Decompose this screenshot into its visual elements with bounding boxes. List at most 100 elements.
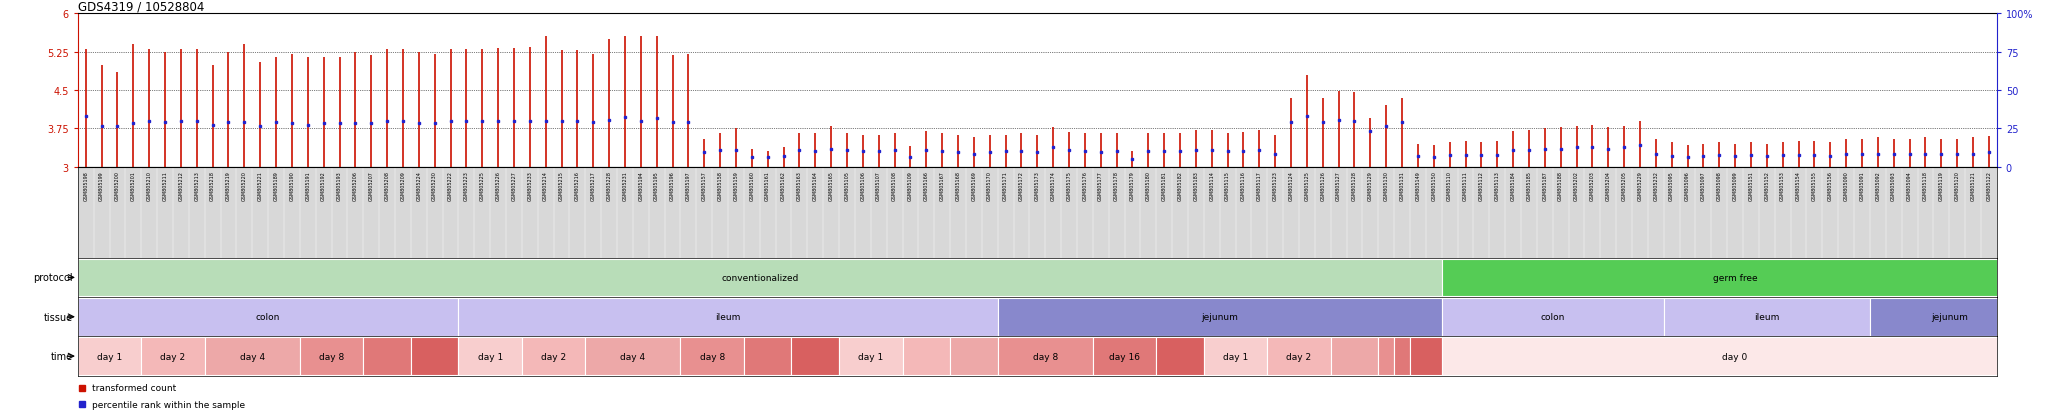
Text: day 8: day 8 — [319, 352, 344, 361]
Text: GSM805114: GSM805114 — [1208, 171, 1214, 201]
Text: GSM805168: GSM805168 — [956, 171, 961, 201]
Text: GSM805230: GSM805230 — [432, 171, 436, 201]
Text: GSM805206: GSM805206 — [352, 171, 358, 201]
Text: GSM805213: GSM805213 — [195, 171, 199, 201]
Text: GSM805095: GSM805095 — [1669, 171, 1673, 201]
Text: GSM805219: GSM805219 — [225, 171, 231, 201]
Text: GSM805149: GSM805149 — [1415, 171, 1421, 201]
Text: GSM805105: GSM805105 — [844, 171, 850, 201]
Bar — [997, 337, 1094, 375]
Bar — [1663, 298, 1870, 336]
Text: GSM805115: GSM805115 — [1225, 171, 1231, 201]
Text: GSM805098: GSM805098 — [1716, 171, 1722, 201]
Text: GSM805096: GSM805096 — [1686, 171, 1690, 201]
Text: GSM805208: GSM805208 — [385, 171, 389, 201]
Text: colon: colon — [1540, 313, 1565, 321]
Text: GSM805107: GSM805107 — [877, 171, 881, 201]
Text: GSM805166: GSM805166 — [924, 171, 930, 201]
Text: GSM805160: GSM805160 — [750, 171, 754, 201]
Text: GSM805162: GSM805162 — [780, 171, 786, 201]
Text: GSM805181: GSM805181 — [1161, 171, 1167, 201]
Bar — [1378, 337, 1395, 375]
Text: GSM805173: GSM805173 — [1034, 171, 1040, 201]
Text: jejunum: jejunum — [1931, 313, 1968, 321]
Text: day 4: day 4 — [621, 352, 645, 361]
Bar — [1268, 337, 1331, 375]
Text: GSM805116: GSM805116 — [1241, 171, 1245, 201]
Text: day 0: day 0 — [1722, 352, 1747, 361]
Text: GSM805129: GSM805129 — [1368, 171, 1372, 201]
Text: ileum: ileum — [1755, 313, 1780, 321]
Text: percentile rank within the sample: percentile rank within the sample — [92, 400, 246, 409]
Text: GSM805174: GSM805174 — [1051, 171, 1055, 201]
Text: GSM805169: GSM805169 — [971, 171, 977, 201]
Text: GSM805203: GSM805203 — [1589, 171, 1595, 201]
Text: GSM805127: GSM805127 — [1335, 171, 1341, 201]
Text: GSM805214: GSM805214 — [543, 171, 549, 201]
Text: GSM805212: GSM805212 — [178, 171, 184, 201]
Text: GSM805194: GSM805194 — [639, 171, 643, 201]
Bar — [78, 298, 459, 336]
Text: GSM805229: GSM805229 — [1638, 171, 1642, 201]
Text: time: time — [51, 351, 74, 361]
Text: GSM805167: GSM805167 — [940, 171, 944, 201]
Text: day 2: day 2 — [160, 352, 186, 361]
Text: GSM805113: GSM805113 — [1495, 171, 1499, 201]
Text: germ free: germ free — [1712, 273, 1757, 282]
Text: GSM805220: GSM805220 — [242, 171, 248, 201]
Text: day 1: day 1 — [96, 352, 123, 361]
Text: GSM805130: GSM805130 — [1384, 171, 1389, 201]
Text: GSM805090: GSM805090 — [1843, 171, 1849, 201]
Text: GSM805111: GSM805111 — [1462, 171, 1468, 201]
Bar — [743, 337, 791, 375]
Bar — [412, 337, 459, 375]
Text: GSM805215: GSM805215 — [559, 171, 563, 201]
Text: GSM805170: GSM805170 — [987, 171, 991, 201]
Text: GSM805200: GSM805200 — [115, 171, 121, 201]
Text: GSM805152: GSM805152 — [1763, 171, 1769, 201]
Text: day 8: day 8 — [1032, 352, 1059, 361]
Text: day 1: day 1 — [858, 352, 883, 361]
Text: GSM805228: GSM805228 — [606, 171, 612, 201]
Text: GSM805126: GSM805126 — [1321, 171, 1325, 201]
Text: GSM805131: GSM805131 — [1399, 171, 1405, 201]
Text: GSM805123: GSM805123 — [1272, 171, 1278, 201]
Text: GSM805217: GSM805217 — [590, 171, 596, 201]
Text: GSM805092: GSM805092 — [1876, 171, 1880, 201]
Text: GDS4319 / 10528804: GDS4319 / 10528804 — [78, 0, 205, 13]
Text: GSM805183: GSM805183 — [1194, 171, 1198, 201]
Text: GSM805110: GSM805110 — [1448, 171, 1452, 201]
Text: GSM805218: GSM805218 — [211, 171, 215, 201]
Text: GSM805182: GSM805182 — [1178, 171, 1182, 201]
Text: day 16: day 16 — [1110, 352, 1141, 361]
Text: GSM805112: GSM805112 — [1479, 171, 1485, 201]
Text: transformed count: transformed count — [92, 383, 176, 392]
Text: GSM805202: GSM805202 — [1575, 171, 1579, 201]
Bar — [950, 337, 997, 375]
Bar — [299, 337, 362, 375]
Text: GSM805216: GSM805216 — [575, 171, 580, 201]
Bar — [1094, 337, 1157, 375]
Bar — [903, 337, 950, 375]
Text: GSM805201: GSM805201 — [131, 171, 135, 201]
Text: GSM805222: GSM805222 — [449, 171, 453, 201]
Text: GSM805233: GSM805233 — [526, 171, 532, 201]
Text: GSM805161: GSM805161 — [766, 171, 770, 201]
Text: GSM805187: GSM805187 — [1542, 171, 1548, 201]
Bar — [78, 337, 141, 375]
Text: GSM805156: GSM805156 — [1827, 171, 1833, 201]
Text: GSM805093: GSM805093 — [1890, 171, 1896, 201]
Text: GSM805120: GSM805120 — [1954, 171, 1960, 201]
Text: GSM805224: GSM805224 — [416, 171, 422, 201]
Text: GSM805231: GSM805231 — [623, 171, 627, 201]
Text: GSM805192: GSM805192 — [322, 171, 326, 201]
Text: GSM805109: GSM805109 — [907, 171, 913, 201]
Bar — [1331, 337, 1378, 375]
Text: day 2: day 2 — [541, 352, 565, 361]
Bar — [1870, 298, 2028, 336]
Text: GSM805155: GSM805155 — [1812, 171, 1817, 201]
Bar — [1204, 337, 1268, 375]
Bar — [205, 337, 299, 375]
Text: GSM805154: GSM805154 — [1796, 171, 1800, 201]
Text: GSM805151: GSM805151 — [1749, 171, 1753, 201]
